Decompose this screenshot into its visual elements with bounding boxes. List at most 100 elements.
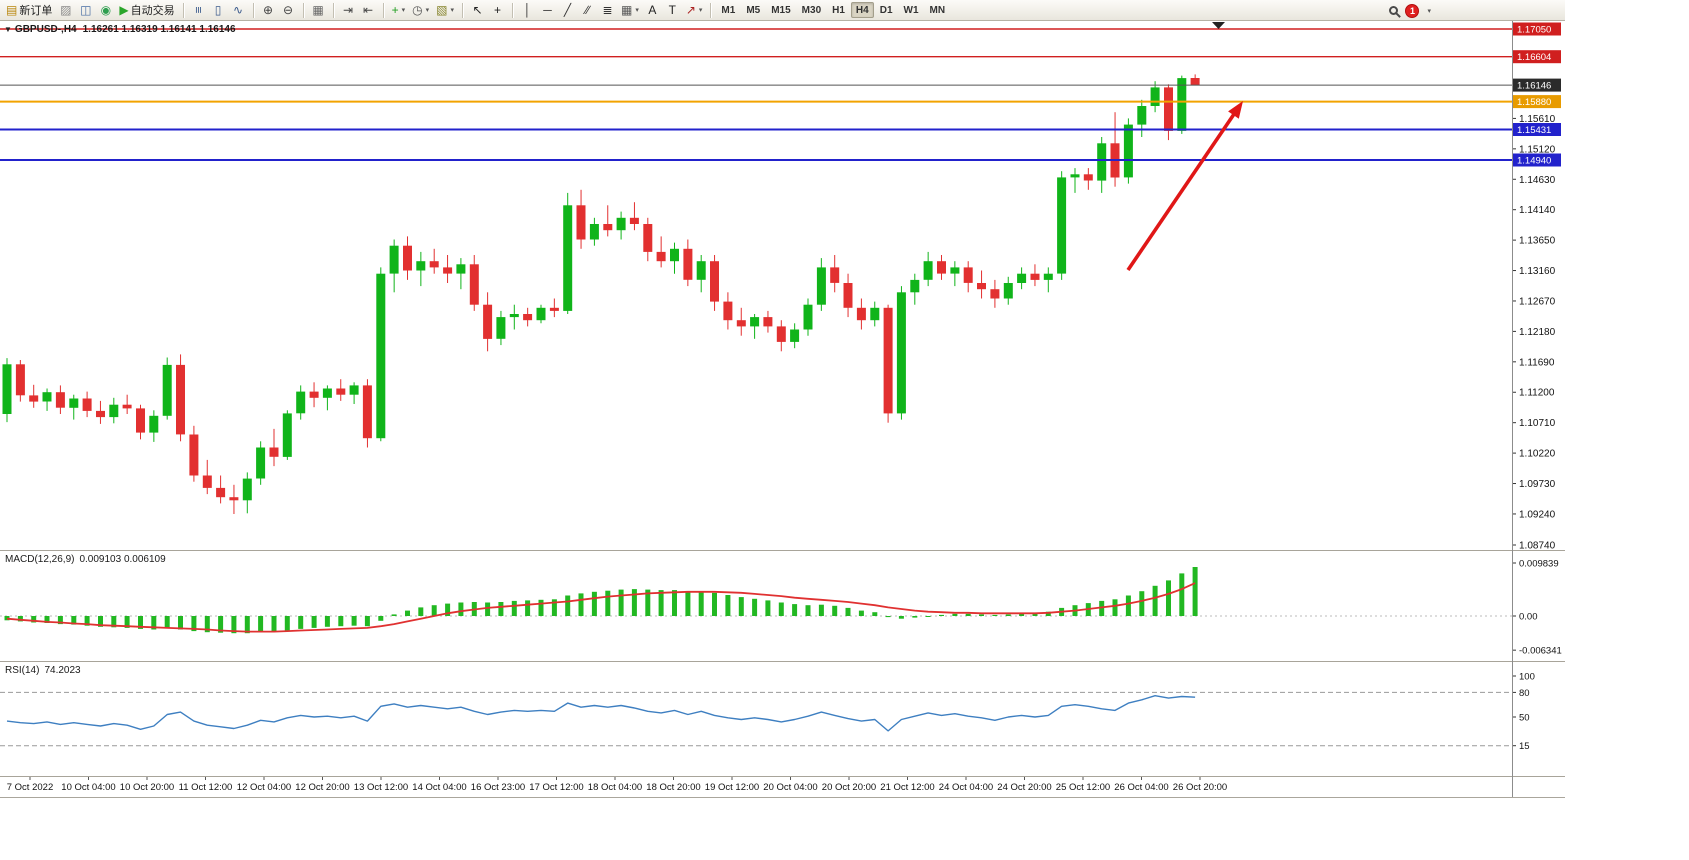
zoom-in-button[interactable]: ⊕ — [259, 1, 278, 19]
candle-body — [176, 364, 185, 435]
rsi-axis-label: 15 — [1519, 741, 1530, 752]
new-order-button[interactable]: ▤ 新订单 — [3, 1, 55, 19]
macd-bar — [698, 591, 704, 616]
macd-bar — [658, 590, 664, 616]
macd-bar — [1019, 613, 1025, 616]
vertical-line-button[interactable]: │ — [518, 1, 537, 19]
price-axis-label: 1.08740 — [1519, 541, 1556, 552]
candle-body — [1083, 174, 1093, 181]
macd-bar — [765, 600, 771, 616]
chart-ohlc-values: 1.16261 1.16319 1.16141 1.16146 — [82, 24, 236, 35]
notification-caret-icon[interactable]: ▾ — [1427, 7, 1431, 15]
price-tag-1.17050 — [1513, 22, 1561, 36]
candle-body — [656, 251, 666, 262]
trendline-button[interactable]: ╱ — [558, 1, 577, 19]
tile-windows-button[interactable]: ▦ — [309, 1, 328, 19]
macd-bar — [44, 616, 50, 623]
autotrade-button[interactable]: ▶ 自动交易 — [116, 1, 177, 19]
charts-button[interactable]: ▨ — [56, 1, 75, 19]
collapse-icon[interactable]: ▼ — [4, 25, 12, 34]
macd-bar — [1139, 591, 1145, 616]
horizontal-line-button[interactable]: ─ — [538, 1, 557, 19]
timeframe-mn[interactable]: MN — [929, 4, 946, 16]
candle-body — [923, 261, 933, 280]
timeframe-h1[interactable]: H1 — [832, 4, 845, 16]
candlestick-icon: ▯ — [214, 3, 222, 17]
macd-bar — [872, 612, 878, 616]
time-axis-label: 20 Oct 04:00 — [763, 782, 817, 793]
macd-bar — [1152, 585, 1158, 616]
templates-button[interactable]: ▧ ▾ — [433, 1, 457, 19]
cursor-icon: ↖ — [472, 3, 483, 17]
channel-button[interactable]: ∕∕ — [578, 1, 597, 19]
candle-body — [843, 283, 853, 308]
price-tag-text: 1.16146 — [1517, 81, 1551, 92]
candle-body — [696, 261, 706, 280]
line-chart-button[interactable]: ∿ — [229, 1, 248, 19]
candle-body — [776, 326, 786, 342]
timeframe-d1[interactable]: D1 — [879, 4, 893, 16]
autoscroll-button[interactable]: ⇥ — [339, 1, 358, 19]
macd-histogram — [4, 567, 1198, 634]
candle-body — [1017, 273, 1027, 283]
timeframe-w1[interactable]: W1 — [903, 4, 919, 16]
candle-body — [910, 279, 920, 293]
candlestick-chart-button[interactable]: ▯ — [209, 1, 228, 19]
text-label-button[interactable]: T — [663, 1, 682, 19]
crosshair-button[interactable]: + — [488, 1, 507, 19]
text-button[interactable]: A — [643, 1, 662, 19]
candle-body — [1030, 273, 1040, 280]
arrows-button[interactable]: ↗ ▾ — [683, 1, 706, 19]
macd-bar — [271, 616, 277, 632]
dropdown-caret-icon: ▾ — [635, 7, 639, 14]
macd-signal-line — [6, 582, 1196, 633]
cursor-button[interactable]: ↖ — [468, 1, 487, 19]
macd-bar — [178, 616, 183, 630]
toolbar: ▤ 新订单 ▨ ◫ ◉ ▶ 自动交易 ≡ ▯ ∿ ⊕ ⊖ ▦ ⇥ ⇤ + ▾ ◷ ▾ ▧ ▾ ↖ + │ ─ ╱ ∕∕ ≣ ▦ ▾ A T ↗ ▾… — [0, 0, 1565, 21]
toolbar-buttons: ▤ 新订单 ▨ ◫ ◉ ▶ 自动交易 ≡ ▯ ∿ ⊕ ⊖ ▦ ⇥ ⇤ + ▾ ◷ ▾ ▧ ▾ ↖ + │ ─ ╱ ∕∕ ≣ ▦ ▾ A T ↗ ▾… — [3, 1, 950, 19]
candle-body — [736, 320, 746, 327]
candle-body — [1097, 143, 1107, 181]
candle-body — [296, 391, 306, 414]
indicators-button[interactable]: + ▾ — [389, 1, 409, 19]
macd-bar — [912, 616, 918, 618]
candle-body — [136, 408, 145, 433]
macd-bar — [858, 610, 864, 616]
candle-body — [416, 261, 426, 271]
macd-bar — [84, 616, 90, 626]
bar-chart-button[interactable]: ≡ — [189, 1, 208, 19]
macd-bar — [1099, 600, 1105, 616]
chart-plot-area[interactable] — [0, 21, 1512, 550]
profiles-button[interactable]: ◫ — [76, 1, 95, 19]
search-icon[interactable] — [1389, 6, 1399, 15]
timeframe-m30[interactable]: M30 — [801, 4, 822, 16]
macd-bar — [71, 616, 77, 625]
candle-body — [950, 267, 960, 274]
zoom-out-button[interactable]: ⊖ — [279, 1, 298, 19]
rsi-panel[interactable] — [0, 663, 1512, 776]
trend-arrow-shaft — [1126, 109, 1238, 272]
line-chart-icon: ∿ — [233, 3, 244, 17]
timeframe-m1[interactable]: M1 — [721, 4, 736, 16]
timeframe-m15[interactable]: M15 — [771, 4, 791, 16]
periods-button[interactable]: ◷ ▾ — [409, 1, 432, 19]
timeframe-m5[interactable]: M5 — [746, 4, 761, 16]
trend-arrow[interactable] — [1126, 101, 1243, 272]
shapes-button[interactable]: ▦ ▾ — [618, 1, 642, 19]
candle-body — [750, 317, 760, 327]
chart-shift-button[interactable]: ⇤ — [359, 1, 378, 19]
data-window-button[interactable]: ◉ — [96, 1, 115, 19]
arrows-icon: ↗ — [685, 3, 696, 17]
time-axis-label: 18 Oct 04:00 — [588, 782, 642, 793]
price-axis[interactable] — [1512, 21, 1565, 776]
channel-icon: ∕∕ — [585, 3, 590, 17]
candle-body — [576, 205, 586, 240]
price-axis-label: 1.11200 — [1519, 388, 1555, 399]
candle-body — [563, 205, 573, 311]
fibonacci-button[interactable]: ≣ — [598, 1, 617, 19]
candle-body — [82, 398, 92, 411]
timeframe-h4[interactable]: H4 — [850, 2, 874, 18]
time-axis[interactable] — [0, 776, 1565, 798]
notification-badge[interactable]: 1 — [1405, 3, 1420, 18]
